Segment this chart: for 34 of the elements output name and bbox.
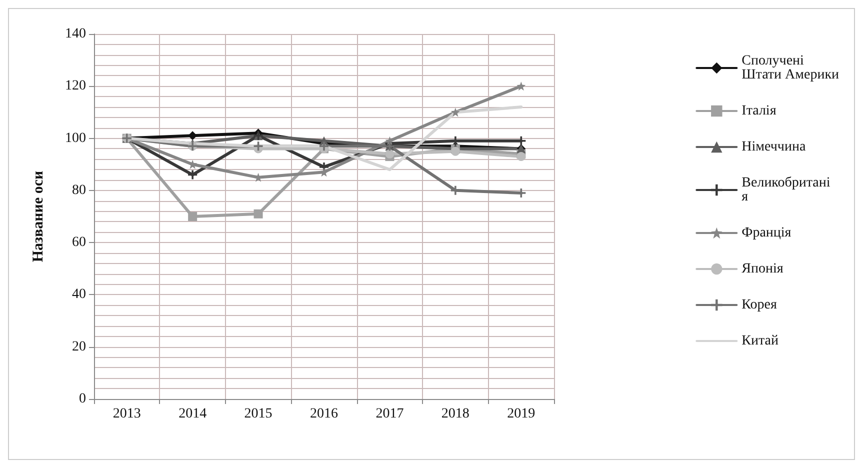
point	[450, 146, 460, 156]
point	[385, 149, 394, 158]
point	[188, 212, 198, 221]
point	[516, 152, 526, 162]
legend-label: Франція	[742, 226, 792, 240]
point	[320, 142, 328, 151]
y-tick-label: 0	[79, 392, 86, 406]
legend-label: Італія	[742, 104, 777, 118]
x-tick-label: 2017	[376, 406, 404, 422]
legend-label: Корея	[742, 298, 778, 312]
point	[450, 108, 460, 117]
x-tick-label: 2019	[507, 406, 536, 422]
y-tick-label: 40	[72, 287, 86, 302]
x-tick-label: 2015	[244, 406, 272, 422]
y-tick-label: 120	[65, 78, 86, 94]
y-tick-label: 60	[72, 235, 86, 250]
x-tick-label: 2016	[310, 406, 338, 422]
y-axis-title: Название оси	[30, 170, 46, 262]
legend-label: Китай	[742, 334, 779, 348]
legend-label: Німеччина	[742, 140, 806, 154]
legend-label: Великобританія	[742, 176, 830, 204]
y-tick-label: 140	[65, 26, 86, 42]
point	[254, 142, 263, 151]
x-tick-label: 2014	[178, 406, 207, 422]
point	[516, 82, 526, 91]
x-tick-label: 2018	[441, 406, 470, 422]
point	[254, 209, 263, 218]
legend-label: Сполучені Штати Америки	[742, 54, 840, 82]
x-tick-label: 2013	[112, 406, 141, 422]
y-tick-label: 20	[72, 339, 86, 354]
y-tick-label: 100	[65, 130, 86, 146]
point	[188, 170, 198, 180]
legend-label: Японія	[742, 262, 784, 276]
y-tick-label: 80	[72, 182, 86, 198]
